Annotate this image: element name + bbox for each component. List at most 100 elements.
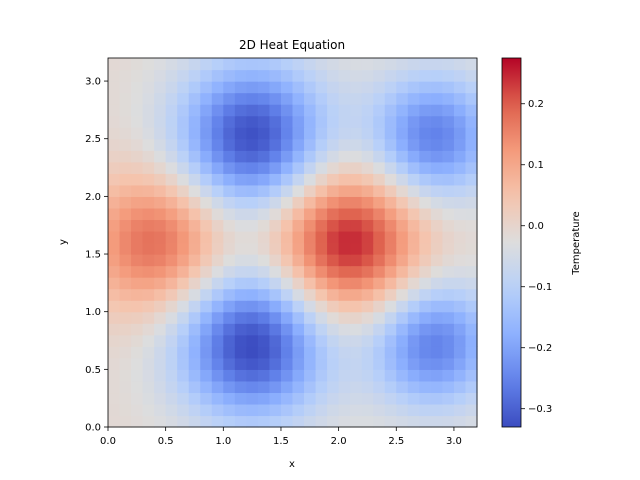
heatmap-cell bbox=[257, 415, 271, 428]
heatmap-cell bbox=[361, 346, 374, 359]
heatmap-cell bbox=[419, 415, 432, 428]
heatmap-cell bbox=[350, 81, 363, 94]
heatmap-cell bbox=[373, 81, 386, 94]
heatmap-cell bbox=[453, 115, 467, 128]
heatmap-cell bbox=[119, 81, 132, 94]
heatmap-cell bbox=[338, 230, 351, 244]
heatmap-cell bbox=[338, 415, 351, 428]
heatmap-cell bbox=[396, 81, 409, 94]
heatmap-cell bbox=[200, 403, 213, 417]
heatmap-cell bbox=[165, 415, 178, 428]
heatmap-cell bbox=[373, 311, 386, 324]
heatmap-cell bbox=[430, 254, 444, 267]
heatmap-cell bbox=[396, 69, 409, 82]
heatmap-cell bbox=[257, 380, 271, 394]
heatmap-cell bbox=[131, 300, 144, 313]
heatmap-cell bbox=[373, 277, 386, 290]
heatmap-cell bbox=[154, 288, 167, 301]
heatmap-cell bbox=[419, 69, 432, 82]
heatmap-cell bbox=[257, 69, 271, 82]
heatmap-cell bbox=[350, 288, 363, 301]
heatmap-cell bbox=[361, 254, 374, 267]
heatmap-cell bbox=[246, 415, 259, 428]
heatmap-cell bbox=[430, 277, 444, 290]
heatmap-cell bbox=[154, 242, 167, 255]
heatmap-cell bbox=[188, 219, 201, 232]
heatmap-cell bbox=[165, 92, 178, 105]
heatmap-cell bbox=[338, 277, 351, 290]
heatmap-cell bbox=[177, 334, 190, 347]
heatmap-cell bbox=[188, 357, 201, 370]
heatmap-cell bbox=[361, 334, 374, 347]
heatmap-cell bbox=[338, 334, 351, 347]
heatmap-cell bbox=[384, 127, 397, 140]
heatmap-cell bbox=[384, 207, 397, 221]
heatmap-cell bbox=[108, 219, 121, 232]
heatmap-cell bbox=[223, 415, 236, 428]
chart-title: 2D Heat Equation bbox=[239, 38, 345, 52]
heatmap-cell bbox=[200, 58, 213, 71]
heatmap-cell bbox=[361, 242, 374, 255]
heatmap-cell bbox=[407, 392, 420, 405]
heatmap-cell bbox=[119, 230, 132, 244]
heatmap-cell bbox=[407, 207, 420, 221]
heatmap-cell bbox=[384, 369, 397, 382]
heatmap-cell bbox=[257, 346, 271, 359]
heatmap-cell bbox=[131, 265, 144, 278]
x-tick-label: 1.0 bbox=[215, 436, 231, 447]
heatmap-cell bbox=[327, 207, 340, 221]
heatmap-cell bbox=[131, 184, 144, 197]
heatmap-cell bbox=[257, 58, 271, 71]
heatmap-cell bbox=[280, 403, 294, 417]
heatmap-cell bbox=[407, 150, 420, 163]
heatmap-cell bbox=[246, 69, 259, 82]
heatmap-cell bbox=[442, 92, 455, 105]
heatmap-cell bbox=[188, 311, 201, 324]
heatmap-cell bbox=[304, 173, 317, 186]
heatmap-cell bbox=[200, 104, 213, 117]
heatmap-cell bbox=[119, 161, 132, 174]
heatmap-cell bbox=[442, 346, 455, 359]
heatmap-cell bbox=[119, 219, 132, 232]
heatmap-cell bbox=[373, 230, 386, 244]
heatmap-cell bbox=[453, 127, 467, 140]
heatmap-cell bbox=[396, 346, 409, 359]
heatmap-cell bbox=[131, 58, 144, 71]
heatmap-cell bbox=[384, 184, 397, 197]
heatmap-cell bbox=[246, 161, 259, 174]
heatmap-cell bbox=[407, 346, 420, 359]
heatmap-cell bbox=[211, 230, 224, 244]
heatmap-cell bbox=[327, 81, 340, 94]
heatmap-cell bbox=[188, 300, 201, 313]
heatmap-cell bbox=[442, 369, 455, 382]
heatmap-cell bbox=[396, 207, 409, 221]
heatmap-cell bbox=[304, 277, 317, 290]
heatmap-cell bbox=[453, 311, 467, 324]
heatmap-cell bbox=[315, 369, 328, 382]
heatmap-cell bbox=[327, 173, 340, 186]
heatmap-cell bbox=[280, 242, 294, 255]
heatmap-cell bbox=[257, 369, 271, 382]
heatmap-cell bbox=[119, 127, 132, 140]
heatmap-cell bbox=[465, 92, 478, 105]
heatmap-cell bbox=[280, 81, 294, 94]
heatmap-cell bbox=[142, 127, 155, 140]
heatmap-cell bbox=[350, 173, 363, 186]
heatmap-cell bbox=[131, 81, 144, 94]
heatmap-cell bbox=[188, 392, 201, 405]
heatmap-cell bbox=[453, 58, 467, 71]
heatmap-cell bbox=[430, 346, 444, 359]
heatmap-cell bbox=[419, 207, 432, 221]
heatmap-cell bbox=[154, 323, 167, 336]
heatmap-cell bbox=[119, 369, 132, 382]
heatmap-cell bbox=[280, 254, 294, 267]
heatmap-cell bbox=[315, 254, 328, 267]
heatmap-cell bbox=[338, 346, 351, 359]
heatmap-cell bbox=[108, 138, 121, 151]
heatmap-cell bbox=[154, 196, 167, 209]
heatmap-cell bbox=[154, 219, 167, 232]
heatmap-cell bbox=[234, 207, 247, 221]
heatmap-cell bbox=[131, 219, 144, 232]
heatmap-cell bbox=[373, 265, 386, 278]
colorbar-tick-label: −0.2 bbox=[528, 343, 552, 354]
